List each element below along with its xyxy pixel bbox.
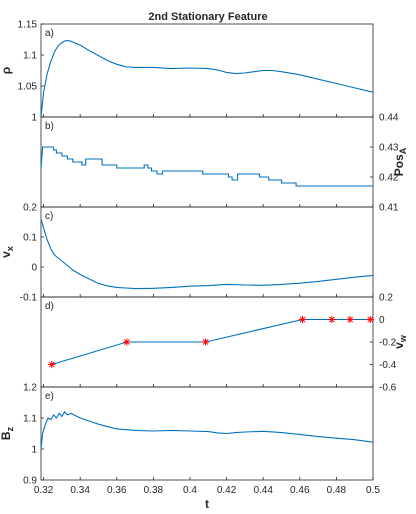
y-tick-label: 1.1 — [23, 51, 37, 62]
panel-a: 1 1.05 1.1 1.15 a) ρ — [0, 20, 374, 124]
x-tick-label: 0.4 — [183, 485, 197, 496]
panel-frame — [40, 206, 374, 298]
x-tick-label: 0.42 — [217, 485, 237, 496]
panel-frame — [40, 23, 374, 118]
y-tick-label: 1 — [31, 445, 37, 456]
y-axis-label: vw — [392, 334, 408, 349]
data-point-marker — [201, 338, 210, 346]
panels: 11.051.11.15a)ρ0.410.420.430.44b)PosA-0.… — [0, 20, 408, 512]
series-line — [40, 410, 374, 450]
y-tick-label: -0.4 — [379, 360, 397, 371]
x-tick-label: 0.38 — [144, 485, 164, 496]
y-tick-label: -0.1 — [20, 293, 38, 304]
y-tick-label: 1.05 — [18, 82, 38, 93]
panel-frame — [40, 386, 374, 481]
series-line — [40, 218, 374, 290]
data-point-marker — [298, 315, 307, 324]
x-tick-label: 0.34 — [70, 485, 90, 496]
y-tick-label: 0.2 — [379, 293, 393, 304]
y-tick-label: -0.2 — [379, 338, 397, 349]
x-tick-label: 0.46 — [290, 485, 310, 496]
y-tick-label: 0.41 — [379, 203, 399, 214]
y-tick-label: 0 — [379, 315, 385, 326]
panel-e: 0.9 1 1.1 1.2 e) Bz — [0, 383, 374, 487]
panel-frame — [40, 116, 374, 208]
panel-label: b) — [45, 121, 54, 132]
figure-title: 2nd Stationary Feature — [148, 11, 267, 23]
y-axis-label: PosA — [392, 147, 408, 176]
data-point-marker — [346, 315, 354, 324]
data-point-marker — [366, 315, 374, 324]
y-tick-label: 1 — [31, 113, 37, 124]
series-line — [51, 318, 371, 366]
series-line — [40, 40, 374, 118]
panel-b: 0.41 0.42 0.43 0.44 b) PosA — [40, 113, 408, 214]
panel-label: c) — [45, 211, 53, 222]
y-tick-label: 1.1 — [23, 414, 37, 425]
panel-d: -0.6 -0.4 -0.2 0 0.2 d) vw — [40, 293, 408, 394]
x-tick-label: 0.32 — [34, 485, 54, 496]
y-tick-label: 1.2 — [23, 383, 37, 394]
y-tick-label: 0.1 — [23, 233, 37, 244]
y-tick-label: 0.44 — [379, 113, 399, 124]
panel-label: e) — [45, 391, 54, 402]
panel-label: a) — [45, 28, 54, 39]
y-tick-label: 0.43 — [379, 143, 399, 154]
y-tick-label: 0.9 — [23, 476, 37, 487]
x-tick-label: 0.44 — [253, 485, 273, 496]
y-tick-label: 0.42 — [379, 173, 399, 184]
panel-label: d) — [45, 301, 54, 312]
x-axis-label: t — [205, 497, 209, 511]
y-tick-label: 0.2 — [23, 203, 37, 214]
data-point-marker — [123, 338, 131, 346]
x-tick-label: 0.36 — [107, 485, 127, 496]
y-tick-label: 1.15 — [18, 20, 38, 31]
y-tick-label: -0.6 — [379, 383, 397, 394]
x-tick-label: 0.5 — [366, 485, 380, 496]
panel-c: -0.1 0 0.1 0.2 c) vx — [0, 203, 374, 304]
y-axis-label: vx — [0, 246, 15, 258]
y-axis-label: Bz — [0, 426, 15, 440]
y-axis-label: ρ — [0, 67, 13, 74]
data-point-marker — [48, 360, 56, 369]
x-tick-label: 0.48 — [327, 485, 347, 496]
y-tick-label: 0 — [31, 263, 37, 274]
series-line — [40, 146, 373, 187]
data-point-marker — [328, 315, 336, 324]
